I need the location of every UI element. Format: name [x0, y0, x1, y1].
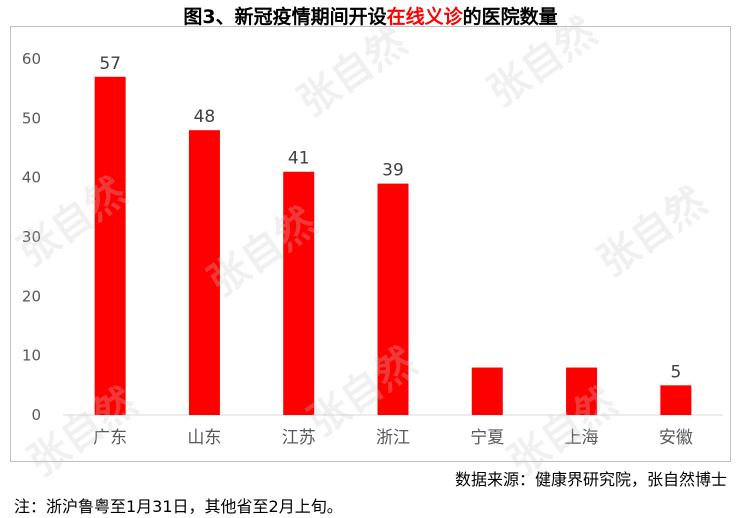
- bar: [94, 76, 126, 416]
- data-label: 57: [99, 54, 121, 74]
- data-label: 39: [382, 161, 404, 181]
- y-tick-label: 60: [22, 50, 41, 68]
- data-label: 41: [288, 149, 310, 169]
- bar: [471, 367, 503, 415]
- x-tick-label: 江苏: [282, 428, 316, 448]
- footnote: 注：浙沪鲁粤至1月31日，其他省至2月上旬。: [14, 497, 343, 516]
- y-tick-label: 50: [22, 109, 41, 127]
- bar: [377, 183, 409, 415]
- y-tick-label: 0: [31, 406, 41, 424]
- title-highlight: 在线义诊: [386, 6, 463, 28]
- y-tick-label: 20: [22, 287, 41, 305]
- title-prefix: 图3、新冠疫情期间开设: [183, 6, 387, 28]
- y-tick-label: 10: [22, 347, 41, 365]
- chart-title: 图3、新冠疫情期间开设在线义诊的医院数量: [0, 2, 741, 29]
- chart-frame: 0 10 20 30 40 50 60 57 广东 48 山东 41 江苏 39 浙江 宁夏 上海 5 安徽: [10, 26, 731, 462]
- data-label: 48: [194, 107, 216, 127]
- x-tick-label: 安徽: [659, 428, 693, 448]
- data-label: 5: [670, 362, 681, 382]
- bar-chart: 0 10 20 30 40 50 60 57 广东 48 山东 41 江苏 39 浙江 宁夏 上海 5 安徽: [22, 50, 723, 448]
- x-tick-label: 上海: [565, 428, 599, 448]
- x-tick-label: 山东: [187, 428, 221, 448]
- bar: [566, 367, 598, 415]
- source-note: 数据来源：健康界研究院，张自然博士: [454, 470, 727, 489]
- title-suffix: 的医院数量: [462, 6, 558, 28]
- bar: [283, 171, 315, 415]
- x-tick-label: 广东: [93, 428, 127, 448]
- x-tick-label: 浙江: [376, 428, 410, 448]
- y-tick-label: 30: [22, 228, 41, 246]
- x-tick-label: 宁夏: [470, 428, 504, 448]
- y-tick-label: 40: [22, 169, 41, 187]
- bar: [660, 385, 692, 415]
- bar: [188, 130, 220, 415]
